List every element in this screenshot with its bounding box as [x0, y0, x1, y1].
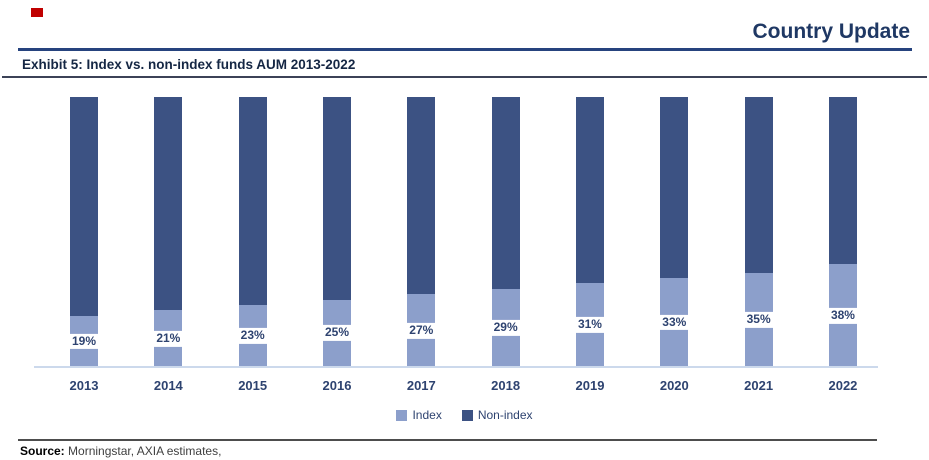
- non-index-segment: [154, 97, 183, 311]
- bar-2013: 19% 2013: [65, 97, 103, 393]
- bar-2019: 31% 2019: [571, 97, 608, 393]
- source-line: Source: Morningstar, AXIA estimates,: [20, 444, 221, 458]
- index-pct-label: 19%: [65, 333, 103, 350]
- source-text: Morningstar, AXIA estimates,: [64, 444, 222, 458]
- legend-item-non-index: Non-index: [461, 408, 533, 422]
- x-tick-label: 2018: [491, 378, 521, 393]
- index-pct-label: 29%: [487, 319, 524, 336]
- bar-2014: 21% 2014: [150, 97, 187, 393]
- page-title: Country Update: [752, 20, 911, 43]
- non-index-segment: [407, 97, 436, 295]
- non-index-segment: [575, 97, 604, 284]
- index-pct-label: 23%: [234, 328, 271, 344]
- x-tick-label: 2016: [322, 378, 352, 393]
- x-tick-label: 2021: [744, 378, 774, 393]
- index-pct-label: 31%: [571, 317, 608, 334]
- footer-divider: [18, 439, 877, 441]
- non-index-segment: [660, 97, 689, 278]
- red-corner-mark: [31, 8, 43, 17]
- bar-2021: 35% 2021: [740, 97, 777, 393]
- non-index-segment: [70, 97, 98, 316]
- chart-legend: Index Non-index: [0, 408, 929, 422]
- index-pct-label: 25%: [318, 325, 355, 342]
- bar-2022: 38% 2022: [824, 97, 861, 393]
- legend-label-non-index: Non-index: [477, 408, 533, 422]
- x-tick-label: 2019: [575, 378, 605, 393]
- index-pct-label: 27%: [403, 322, 440, 339]
- non-index-segment: [828, 97, 857, 265]
- bar-2018: 29% 2018: [487, 97, 524, 393]
- non-index-swatch-icon: [461, 409, 473, 421]
- x-tick-label: 2017: [406, 378, 436, 393]
- legend-label-index: Index: [412, 408, 442, 422]
- x-tick-label: 2015: [238, 378, 268, 393]
- non-index-segment: [744, 97, 773, 273]
- x-tick-label: 2013: [69, 378, 99, 393]
- index-pct-label: 38%: [824, 307, 861, 324]
- x-axis-line: [34, 366, 878, 368]
- header-divider: [18, 48, 912, 51]
- index-pct-label: 35%: [740, 311, 777, 328]
- non-index-segment: [322, 97, 351, 300]
- source-label: Source:: [20, 444, 65, 458]
- legend-item-index: Index: [396, 408, 442, 422]
- exhibit-divider: [2, 76, 927, 78]
- bar-2015: 23% 2015: [234, 97, 271, 393]
- x-tick-label: 2020: [659, 378, 689, 393]
- index-pct-label: 21%: [150, 330, 187, 347]
- index-pct-label: 33%: [656, 314, 693, 331]
- non-index-segment: [238, 97, 267, 305]
- x-tick-label: 2022: [828, 378, 858, 393]
- bar-2017: 27% 2017: [403, 97, 440, 393]
- non-index-segment: [491, 97, 520, 289]
- exhibit-title: Exhibit 5: Index vs. non-index funds AUM…: [22, 57, 356, 72]
- x-tick-label: 2014: [153, 378, 183, 393]
- stacked-bar-chart: 19% 2013 21% 2014 23% 2015 25% 2016 27% 2017 29% 20…: [65, 97, 861, 393]
- index-swatch-icon: [396, 409, 408, 421]
- bar-2020: 33% 2020: [656, 97, 693, 393]
- bar-2016: 25% 2016: [318, 97, 355, 393]
